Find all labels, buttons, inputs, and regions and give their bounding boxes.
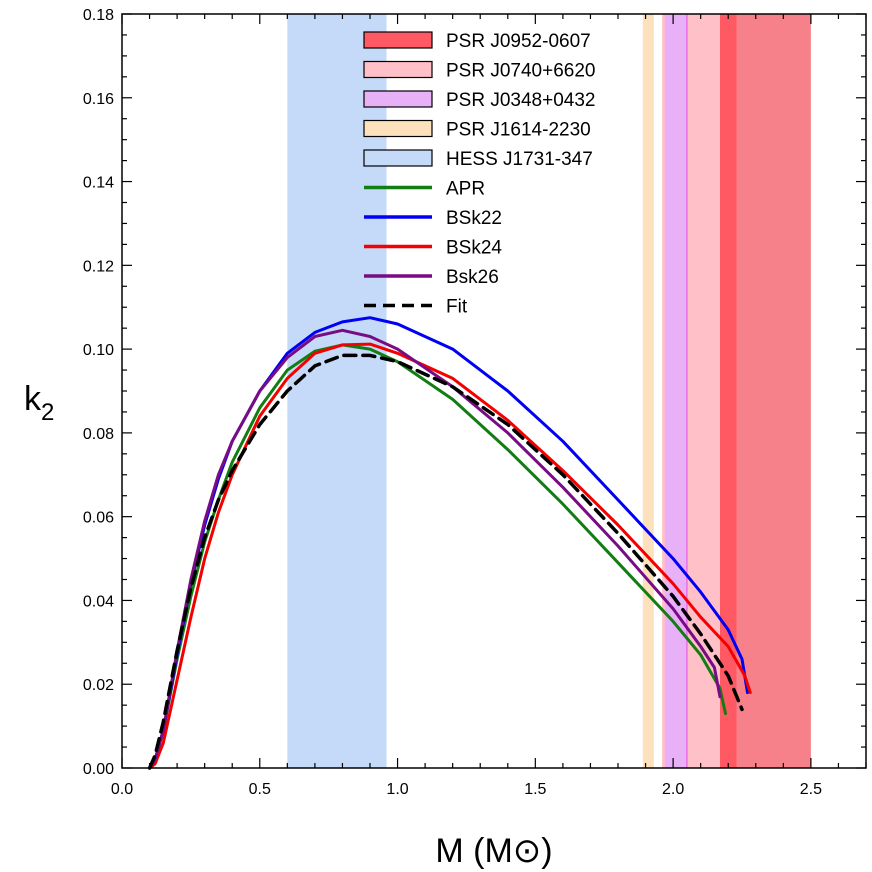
legend-label-psr-j0348-0432: PSR J0348+0432 xyxy=(446,90,595,111)
legend-swatch-hess-j1731-347 xyxy=(363,149,433,167)
x-tick-label: 0.5 xyxy=(249,781,271,798)
y-tick-label: 0.00 xyxy=(83,761,114,778)
legend-label-psr-j1614-2230: PSR J1614-2230 xyxy=(446,120,591,141)
y-tick-label: 0.16 xyxy=(83,91,114,108)
legend-swatch-psr-j0740-6620 xyxy=(363,60,433,79)
x-tick-label: 1.0 xyxy=(386,781,408,798)
band-hess-j1731-347 xyxy=(287,14,387,768)
y-tick-label: 0.18 xyxy=(83,7,114,24)
series-line-bsk24 xyxy=(148,342,752,770)
y-tick-label: 0.08 xyxy=(83,426,114,443)
band-core-psr-j0952-0607 xyxy=(719,14,737,768)
x-tick-label: 1.5 xyxy=(524,781,546,798)
y-tick-label: 0.12 xyxy=(83,258,114,275)
x-axis-ticks: 0.0 0.5 1.0 1.5 2.0 2.5 xyxy=(111,14,867,798)
legend-label-apr: APR xyxy=(446,179,485,200)
x-tick-label: 0.0 xyxy=(111,781,133,798)
x-axis-title: M (M⊙) xyxy=(435,832,552,870)
y-axis-title-subscript: 2 xyxy=(41,399,54,426)
legend-swatch-psr-j1614-2230 xyxy=(363,119,433,138)
y-tick-label: 0.10 xyxy=(83,342,114,359)
data-series xyxy=(147,316,752,770)
legend-label-bsk22: BSk22 xyxy=(446,208,502,229)
x-tick-label: 2.5 xyxy=(800,781,822,798)
legend-label-bsk26: Bsk26 xyxy=(446,267,499,288)
legend-label-bsk24: BSk24 xyxy=(446,238,502,259)
y-tick-label: 0.02 xyxy=(83,677,114,694)
y-tick-label: 0.04 xyxy=(83,593,114,610)
legend-label-hess-j1731-347: HESS J1731-347 xyxy=(446,149,593,170)
y-axis-ticks: 0.00 0.02 0.04 0.06 0.08 0.10 0.12 0.14 0.16 0.18 xyxy=(83,7,866,778)
legend-swatch-psr-j0952-0607 xyxy=(363,31,433,49)
legend-label-psr-j0740-6620: PSR J0740+6620 xyxy=(446,61,595,82)
x-tick-label: 2.0 xyxy=(662,781,684,798)
legend: PSR J0952-0607 PSR J0740+6620 PSR J0348+04… xyxy=(363,31,595,318)
legend-label-fit: Fit xyxy=(446,297,468,318)
legend-swatch-psr-j0348-0432 xyxy=(363,90,433,108)
y-tick-label: 0.06 xyxy=(83,510,114,527)
y-axis-title-main: k xyxy=(24,380,42,418)
series-line-fit xyxy=(147,353,744,770)
legend-label-psr-j0952-0607: PSR J0952-0607 xyxy=(446,31,591,52)
band-psr-j0348-0432 xyxy=(664,14,687,768)
band-psr-j1614-2230 xyxy=(642,14,654,768)
y-tick-label: 0.14 xyxy=(83,175,114,192)
shaded-bands xyxy=(287,14,811,768)
y-axis-title: k2 xyxy=(24,380,54,426)
